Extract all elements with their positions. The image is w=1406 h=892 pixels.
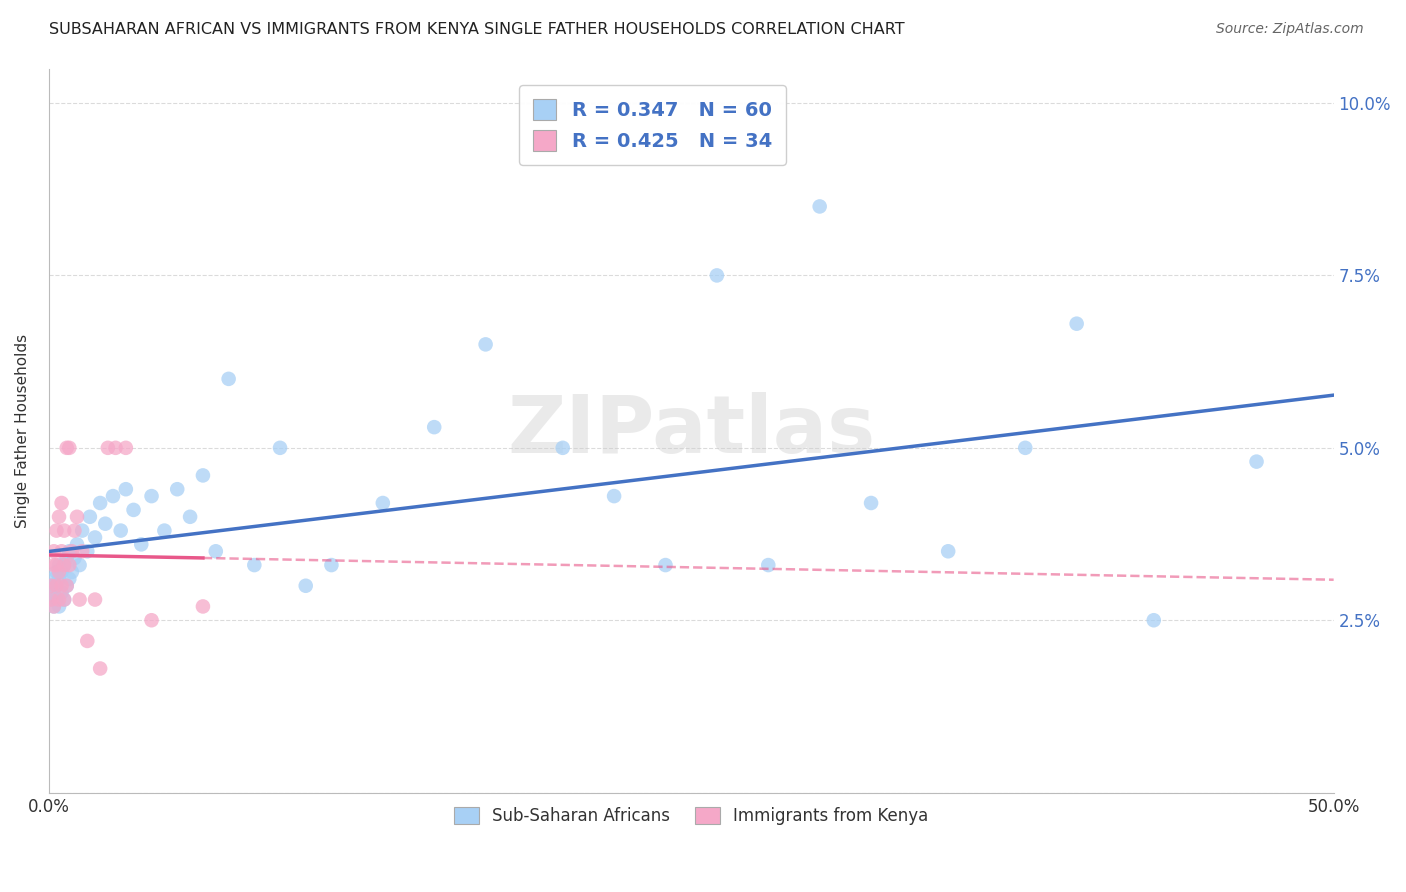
Point — [115, 482, 138, 496]
Point — [48, 592, 70, 607]
Point — [1014, 441, 1036, 455]
Point — [42, 572, 65, 586]
Point — [41, 579, 63, 593]
Point — [89, 496, 111, 510]
Point — [66, 537, 89, 551]
Point — [706, 268, 728, 283]
Point — [243, 558, 266, 572]
Point — [104, 441, 127, 455]
Point — [89, 661, 111, 675]
Point — [51, 585, 73, 599]
Point — [55, 551, 77, 566]
Point — [53, 592, 76, 607]
Point — [551, 441, 574, 455]
Point — [55, 579, 77, 593]
Point — [60, 565, 83, 579]
Point — [69, 592, 91, 607]
Point — [141, 613, 163, 627]
Point — [41, 592, 63, 607]
Point — [269, 441, 291, 455]
Point — [603, 489, 626, 503]
Y-axis label: Single Father Households: Single Father Households — [15, 334, 30, 528]
Point — [70, 544, 93, 558]
Point — [101, 489, 124, 503]
Point — [42, 558, 65, 572]
Point — [60, 544, 83, 558]
Point — [51, 544, 73, 558]
Point — [58, 544, 80, 558]
Point — [423, 420, 446, 434]
Point — [63, 551, 86, 566]
Point — [41, 592, 63, 607]
Point — [756, 558, 779, 572]
Point — [55, 579, 77, 593]
Point — [45, 565, 67, 579]
Point — [321, 558, 343, 572]
Point — [166, 482, 188, 496]
Point — [42, 599, 65, 614]
Point — [153, 524, 176, 538]
Point — [42, 585, 65, 599]
Point — [69, 558, 91, 572]
Point — [41, 579, 63, 593]
Point — [1066, 317, 1088, 331]
Point — [179, 509, 201, 524]
Point — [97, 441, 120, 455]
Point — [55, 441, 77, 455]
Point — [936, 544, 959, 558]
Point — [45, 524, 67, 538]
Point — [474, 337, 496, 351]
Point — [48, 565, 70, 579]
Point — [42, 599, 65, 614]
Legend: Sub-Saharan Africans, Immigrants from Kenya: Sub-Saharan Africans, Immigrants from Ke… — [444, 797, 939, 835]
Point — [51, 496, 73, 510]
Point — [129, 537, 152, 551]
Point — [84, 592, 107, 607]
Point — [53, 558, 76, 572]
Point — [51, 579, 73, 593]
Point — [53, 558, 76, 572]
Point — [58, 558, 80, 572]
Point — [79, 509, 101, 524]
Point — [45, 592, 67, 607]
Point — [76, 544, 98, 558]
Point — [63, 524, 86, 538]
Text: Source: ZipAtlas.com: Source: ZipAtlas.com — [1216, 22, 1364, 37]
Point — [48, 558, 70, 572]
Point — [51, 565, 73, 579]
Point — [84, 531, 107, 545]
Point — [1246, 455, 1268, 469]
Point — [76, 634, 98, 648]
Point — [45, 579, 67, 593]
Point — [654, 558, 676, 572]
Point — [122, 503, 145, 517]
Point — [141, 489, 163, 503]
Text: ZIPatlas: ZIPatlas — [508, 392, 876, 469]
Point — [115, 441, 138, 455]
Point — [191, 599, 214, 614]
Point — [191, 468, 214, 483]
Point — [48, 509, 70, 524]
Point — [58, 572, 80, 586]
Point — [45, 558, 67, 572]
Text: SUBSAHARAN AFRICAN VS IMMIGRANTS FROM KENYA SINGLE FATHER HOUSEHOLDS CORRELATION: SUBSAHARAN AFRICAN VS IMMIGRANTS FROM KE… — [49, 22, 905, 37]
Point — [45, 579, 67, 593]
Point — [70, 524, 93, 538]
Point — [808, 199, 831, 213]
Point — [204, 544, 226, 558]
Point — [53, 524, 76, 538]
Point — [94, 516, 117, 531]
Point — [53, 592, 76, 607]
Point — [58, 441, 80, 455]
Point — [66, 509, 89, 524]
Point — [860, 496, 883, 510]
Point — [110, 524, 132, 538]
Point — [294, 579, 316, 593]
Point — [1143, 613, 1166, 627]
Point — [42, 544, 65, 558]
Point — [48, 599, 70, 614]
Point — [218, 372, 240, 386]
Point — [371, 496, 394, 510]
Point — [48, 572, 70, 586]
